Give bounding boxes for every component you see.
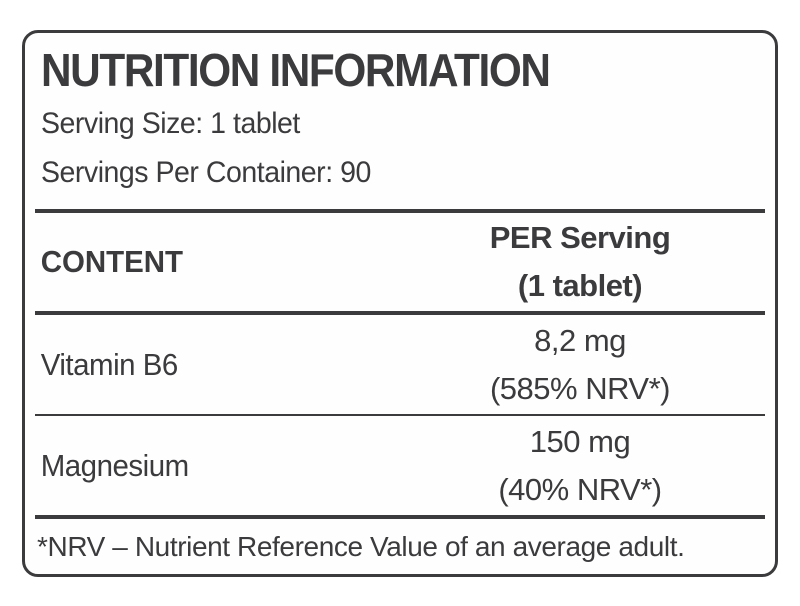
nrv-footnote: *NRV – Nutrient Reference Value of an av… bbox=[37, 530, 685, 562]
table-row: Vitamin B6 8,2 mg (585% NRV*) bbox=[35, 315, 765, 414]
serving-size-text: Serving Size: 1 tablet bbox=[41, 107, 300, 140]
nutrient-nrv: (585% NRV*) bbox=[489, 370, 671, 406]
nutrient-amount: 150 mg bbox=[529, 423, 631, 459]
nutrient-value-cell: 8,2 mg (585% NRV*) bbox=[395, 317, 765, 413]
per-serving-header-line1: PER Serving bbox=[489, 220, 671, 255]
servings-per-container-text: Servings Per Container: 90 bbox=[41, 156, 371, 189]
divider-top-thick bbox=[35, 209, 765, 213]
table-row: Magnesium 150 mg (40% NRV*) bbox=[35, 416, 765, 515]
nutrition-title: NUTRITION INFORMATION bbox=[41, 44, 551, 96]
table-header-row: CONTENT PER Serving (1 tablet) bbox=[35, 213, 765, 311]
per-serving-column-header: PER Serving (1 tablet) bbox=[395, 214, 765, 310]
nutrient-value-cell: 150 mg (40% NRV*) bbox=[395, 418, 765, 514]
divider-header-thick bbox=[35, 311, 765, 315]
content-column-header: CONTENT bbox=[40, 244, 184, 279]
label-intro: NUTRITION INFORMATION Serving Size: 1 ta… bbox=[35, 33, 765, 209]
divider-row-thin bbox=[35, 414, 765, 416]
nutrient-name: Magnesium bbox=[40, 447, 189, 483]
nutrient-amount: 8,2 mg bbox=[534, 322, 626, 358]
nutrient-name: Vitamin B6 bbox=[40, 346, 179, 382]
divider-footer-thick bbox=[35, 515, 765, 519]
nutrient-nrv: (40% NRV*) bbox=[498, 471, 662, 507]
per-serving-header-line2: (1 tablet) bbox=[517, 268, 643, 303]
nutrition-panel: NUTRITION INFORMATION Serving Size: 1 ta… bbox=[22, 30, 778, 577]
